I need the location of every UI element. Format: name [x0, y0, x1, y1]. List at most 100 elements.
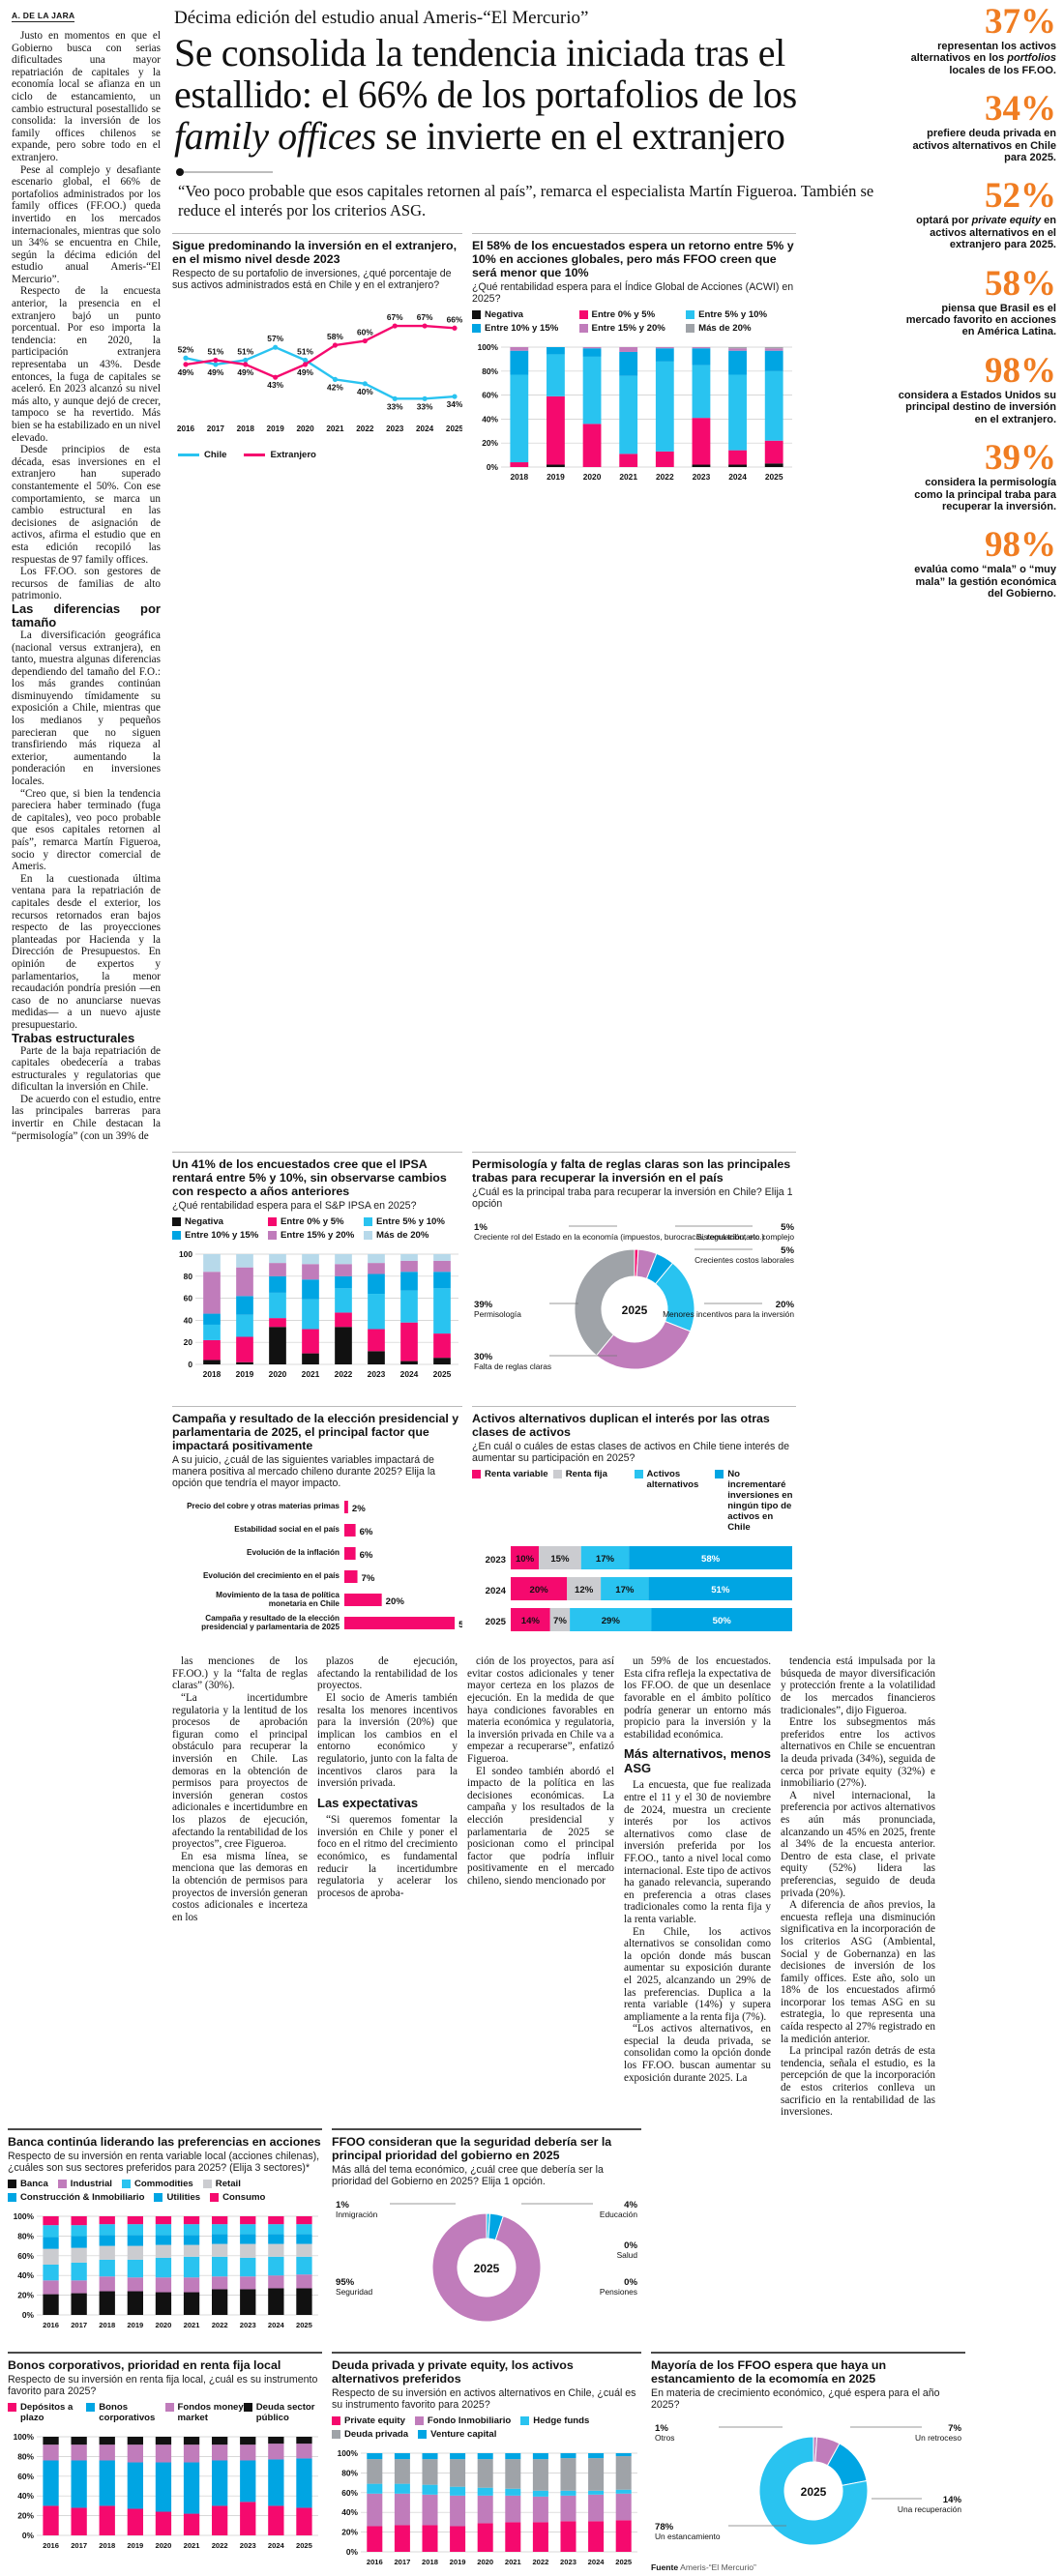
bar-segment: [692, 347, 711, 349]
divider: [472, 233, 796, 234]
lead-column: A. DE LA JARA Justo en momentos en que e…: [8, 6, 163, 1142]
lead-p3: Respecto de la encuesta anterior, la pre…: [12, 285, 161, 444]
legend-item: Private equity: [332, 2415, 405, 2426]
stat-block-3: 58% piensa que Brasil es el mercado favor…: [898, 266, 1056, 338]
y-axis-label: 0%: [487, 462, 499, 472]
donut-slice-label: Seguridad: [336, 2287, 373, 2297]
legend-swatch: [164, 2402, 174, 2412]
category-label: monetaria en Chile: [269, 1599, 340, 1608]
bar-segment: [240, 2289, 256, 2315]
bar-segment: [71, 2460, 87, 2508]
chart-title: Deuda privada y private equity, los acti…: [332, 2357, 574, 2386]
x-axis-label: 2019: [236, 1369, 254, 1379]
divider: [651, 2351, 965, 2354]
bar-segment: [183, 2277, 200, 2293]
bar-segment: [236, 1296, 253, 1315]
x-axis-label: 2020: [155, 2541, 171, 2550]
divider: [472, 1406, 796, 1408]
legend-swatch: [268, 1231, 277, 1241]
bar-segment: [268, 2215, 284, 2224]
bar: [344, 1547, 356, 1561]
donut-slice-label: Permisología: [474, 1309, 521, 1319]
bar-segment: [99, 2505, 115, 2535]
donut-slice-label: Educación: [600, 2210, 637, 2219]
y-axis-label: 60%: [341, 2488, 358, 2498]
legend-swatch: [8, 2192, 16, 2202]
chart-card-chile-extranjero: Sigue predominando la inversión en el ex…: [172, 229, 464, 491]
bar-segment: [127, 2245, 143, 2260]
bar-segment: [764, 350, 783, 371]
source-label: Fuente: [651, 2561, 679, 2572]
bar-segment: [547, 354, 565, 396]
legend-swatch: [414, 2415, 424, 2425]
bar-segment: [71, 2224, 87, 2237]
donut-slice-label: Otros: [655, 2433, 674, 2443]
bar-segment: [183, 2436, 200, 2444]
donut-slice: [595, 1321, 692, 1370]
legend-swatch: [121, 2179, 131, 2188]
bar-segment: [155, 2277, 172, 2293]
legend-label: Commodities: [133, 2178, 193, 2189]
bar-segment: [570, 1608, 652, 1632]
bar-segment: [582, 424, 602, 467]
x-axis-label: 2025: [615, 2558, 633, 2566]
bar-segment: [269, 1327, 286, 1365]
bar-segment: [619, 347, 638, 352]
x-axis-label: 2023: [368, 1369, 386, 1379]
x-axis-label: 2025: [765, 472, 783, 482]
donut-slice-label: Falta de reglas claras: [474, 1361, 551, 1371]
bar-segment: [692, 464, 711, 467]
chart-card-factor: Campaña y resultado de la elección presi…: [172, 1402, 478, 1654]
chart-title: Campaña y resultado de la elección presi…: [172, 1412, 459, 1453]
lead-p6: La diversificación geográfica (nacional …: [12, 629, 161, 788]
bar-segment: [203, 1254, 221, 1273]
data-label: 33%: [387, 401, 403, 411]
donut-pct-label: 30%: [474, 1352, 493, 1362]
data-label: 42%: [327, 382, 343, 392]
chart-legend: Negativa Entre 0% y 5% Entre 5% y 10% Entre…: [472, 309, 796, 337]
category-label: Evolución de la inflación: [247, 1548, 340, 1557]
data-point: [213, 362, 219, 367]
data-point: [332, 376, 339, 382]
bar-segment: [296, 2458, 312, 2508]
y-axis-label: 100%: [338, 2448, 359, 2458]
bar-segment: [212, 2215, 228, 2224]
bar-segment: [236, 1361, 253, 1365]
legend-item: Negativa: [472, 309, 579, 320]
bar-segment: [450, 2526, 466, 2552]
bar-segment: [296, 2273, 312, 2289]
data-point: [392, 395, 398, 401]
bar-segment: [433, 1358, 451, 1365]
bar-segment: [43, 2215, 59, 2225]
donut-pct-label: 39%: [474, 1300, 493, 1310]
bar-segment: [477, 2452, 493, 2459]
x-axis-label: 2023: [240, 2321, 256, 2329]
bar-value-label: 58%: [701, 1554, 721, 1565]
chart-card-prioridad: FFOO consideran que la seguridad debería…: [332, 2124, 641, 2342]
y-axis-label: 40%: [341, 2507, 358, 2517]
bar-segment: [183, 2235, 200, 2245]
bar-segment: [203, 1325, 221, 1341]
bar-segment: [155, 2215, 172, 2224]
stat-number: 52%: [985, 176, 1056, 217]
x-axis-label: 2023: [240, 2541, 256, 2550]
bar-segment: [268, 2243, 284, 2257]
legend-item: Renta fija: [552, 1469, 635, 1533]
bar-segment: [422, 2525, 438, 2552]
bar-segment: [212, 2223, 228, 2235]
x-axis-label: 2023: [560, 2558, 576, 2566]
data-label: 67%: [387, 312, 403, 322]
bar-segment: [43, 2436, 59, 2444]
x-axis-label: 2017: [71, 2541, 87, 2550]
legend-swatch: [57, 2179, 67, 2188]
donut-center-label: 2025: [622, 1303, 648, 1317]
bar-segment: [335, 1327, 352, 1365]
bar-segment: [43, 2294, 59, 2315]
bar-segment: [269, 1276, 286, 1294]
bar-segment: [651, 1608, 792, 1632]
body-p: las menciones de los FF.OO.) y la “falta…: [172, 1655, 308, 1692]
bar-segment: [236, 1254, 253, 1268]
bar-segment: [127, 2508, 143, 2535]
bar-segment: [615, 2455, 632, 2490]
bar-segment: [155, 2244, 172, 2258]
